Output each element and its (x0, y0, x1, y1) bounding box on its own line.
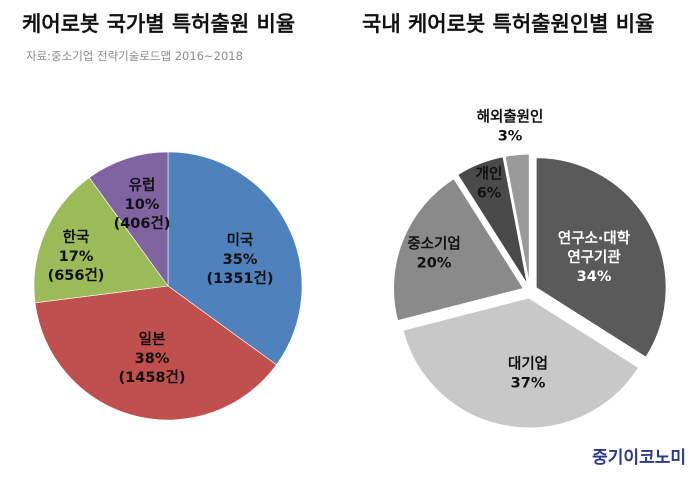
applicant-pie-slice-label-0: 연구소·대학 연구기관 34% (558, 230, 631, 285)
applicant-pie-slice-4 (504, 153, 530, 285)
country-pie-slice-3 (88, 151, 169, 287)
applicant-pie-slice-label-2: 중소기업 20% (407, 236, 460, 272)
left-chart-title: 케어로봇 국가별 특허출원 비율 (22, 12, 296, 36)
applicant-pie-slice-label-1: 대기업 37% (508, 356, 548, 392)
country-pie-slice-label-1: 일본 38% (1458건) (119, 331, 186, 386)
applicant-pie-slice-label-4: 해외출원인 3% (477, 108, 544, 145)
right-chart-title: 국내 케어로봇 특허출원인별 비율 (362, 12, 655, 36)
applicant-pie-slice-0 (535, 157, 667, 358)
applicant-pie-slice-3 (457, 156, 528, 285)
country-pie-slice-label-2: 한국 17% (656건) (48, 229, 105, 284)
country-pie-slice-label-3: 유럽 10% (406건) (114, 177, 171, 232)
brand-logo: 중기이코노미 (592, 448, 686, 468)
applicant-pie-slice-2 (393, 177, 525, 322)
country-pie-slice-2 (33, 177, 169, 304)
applicant-pie-slice-1 (402, 297, 640, 429)
country-pie-slice-label-0: 미국 35% (1351건) (207, 232, 274, 287)
country-pie-slice-0 (167, 151, 303, 366)
applicant-pie-slice-label-3: 개인 6% (476, 165, 503, 202)
country-pie-slice-1 (34, 285, 277, 421)
left-chart-source: 자료:중소기업 전략기술로드맵 2016~2018 (26, 49, 243, 63)
